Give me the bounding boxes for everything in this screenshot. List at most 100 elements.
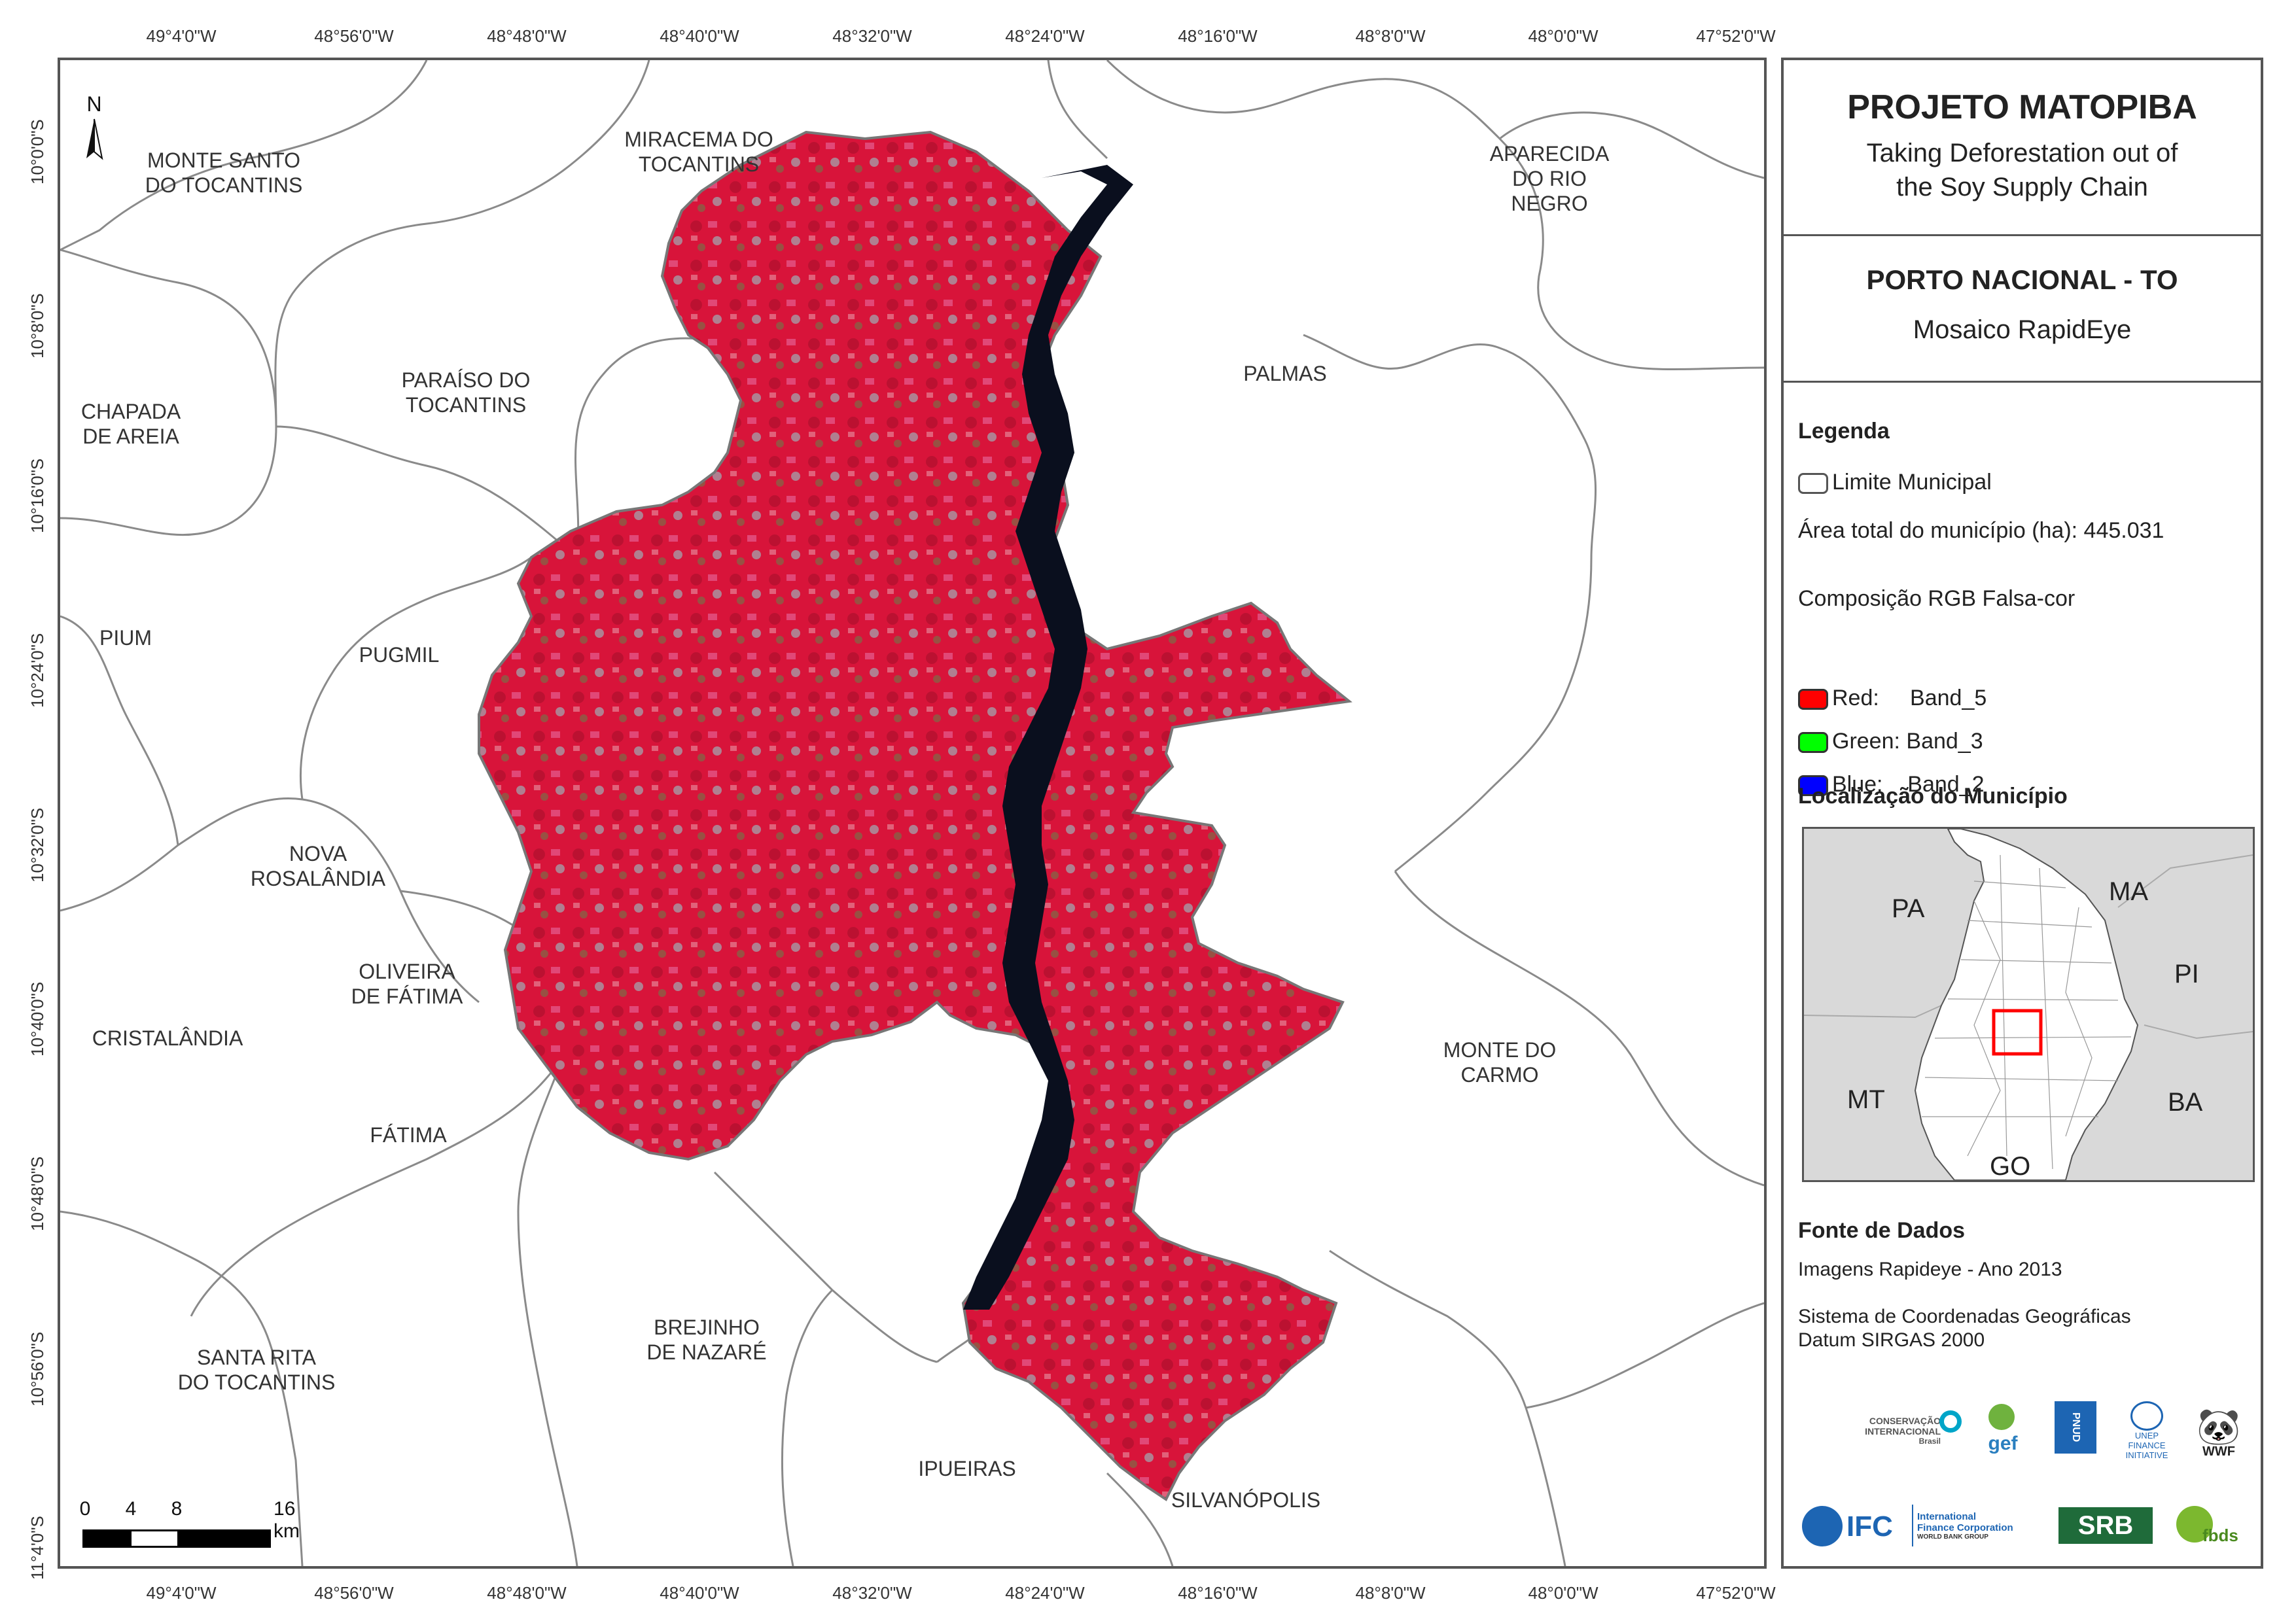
scale-label-4: 4 (125, 1498, 137, 1520)
pnud-logo-text: PNUD (2070, 1412, 2081, 1442)
legend-heading: Legenda (1798, 419, 1890, 444)
loc-label-ba: BA (2168, 1088, 2203, 1117)
legend-boundary-label: Limite Municipal (1832, 470, 1992, 495)
coord-label-bottom: 48°8'0"W (1355, 1583, 1426, 1603)
boundary-swatch (1798, 473, 1828, 495)
ifc-full-logo: International Finance Corporation WORLD … (1912, 1505, 2048, 1546)
fbds-icon (2176, 1506, 2213, 1543)
sources-heading: Fonte de Dados (1798, 1218, 1966, 1243)
fbds-logo: fbds (2202, 1526, 2238, 1546)
band-legend-row: Green: Band_3 (1798, 729, 1983, 754)
unep-logo: UNEP FINANCE INITIATIVE (2117, 1401, 2176, 1460)
municipality-label: MONTE DO CARMO (1443, 1038, 1557, 1087)
scale-bar-frame (82, 1529, 271, 1548)
coord-label-left: 10°24'0"S (27, 633, 47, 708)
coord-label-left: 10°56'0"S (27, 1331, 47, 1406)
source-datum: Datum SIRGAS 2000 (1798, 1329, 1985, 1351)
scale-label-8: 8 (171, 1498, 183, 1520)
municipality-label: OLIVEIRA DE FÁTIMA (351, 960, 463, 1008)
coord-label-left: 10°40'0"S (27, 981, 47, 1056)
band-label: Green: Band_3 (1832, 729, 1983, 754)
band-legend-row: Blue: Band_2 (1798, 772, 1985, 797)
coord-label-bottom: 48°48'0"W (487, 1583, 567, 1603)
coord-label-top: 48°32'0"W (832, 26, 912, 46)
source-coordinate-system: Sistema de Coordenadas Geográficas (1798, 1306, 2131, 1327)
location-heading: Localização do Município (1798, 784, 2068, 809)
municipality-label: PARAÍSO DO TOCANTINS (401, 368, 531, 417)
municipality-label: MIRACEMA DO TOCANTINS (624, 128, 773, 176)
band-swatch (1798, 689, 1828, 710)
municipal-boundaries (60, 60, 1764, 1566)
wwf-logo-text: WWF (2202, 1444, 2235, 1459)
loc-label-ma: MA (2109, 877, 2148, 906)
project-subtitle-2: the Soy Supply Chain (1896, 173, 2148, 201)
municipality-label: CRISTALÂNDIA (92, 1026, 243, 1050)
location-map: PA MA PI MT BA GO (1802, 827, 2255, 1182)
location-map-svg (1804, 829, 2253, 1180)
municipality-label: PIUM (99, 626, 152, 650)
coord-label-bottom: 48°40'0"W (660, 1583, 739, 1603)
wwf-logo: 🐼 WWF (2189, 1401, 2248, 1467)
municipality-label: SILVANÓPOLIS (1171, 1488, 1321, 1512)
municipality-label: SANTA RITA DO TOCANTINS (177, 1346, 336, 1394)
coord-label-top: 48°16'0"W (1178, 26, 1258, 46)
coord-label-bottom: 48°32'0"W (832, 1583, 912, 1603)
coord-label-top: 48°8'0"W (1355, 26, 1426, 46)
gef-globe-icon (1988, 1404, 2015, 1430)
ci-logo-text: CONSERVAÇÃO INTERNACIONAL (1865, 1416, 1941, 1437)
area-label: Área total do município (ha): 445.031 (1798, 518, 2164, 543)
municipality-label: BREJINHO DE NAZARÉ (646, 1316, 767, 1364)
project-title: PROJETO MATOPIBA (1847, 88, 2197, 126)
mosaic-title: Mosaico RapidEye (1913, 315, 2132, 344)
scale-label-16: 16 km (274, 1498, 300, 1542)
band-label: Red: Band_5 (1832, 686, 1987, 710)
ifc-full-text: International Finance Corporation (1917, 1510, 2013, 1533)
municipality-label: CHAPADA DE AREIA (80, 400, 181, 448)
coord-label-top: 48°56'0"W (314, 26, 394, 46)
band-swatch (1798, 775, 1828, 797)
loc-label-pi: PI (2174, 960, 2199, 988)
gef-logo: gef (1973, 1401, 2032, 1460)
ifc-sub-text: WORLD BANK GROUP (1917, 1533, 1988, 1541)
ci-logo-icon (1939, 1410, 1962, 1433)
coord-label-top: 48°40'0"W (660, 26, 739, 46)
source-imagery: Imagens Rapideye - Ano 2013 (1798, 1259, 2062, 1280)
coord-label-left: 10°0'0"S (27, 119, 47, 184)
coord-label-left: 11°4'0"S (27, 1516, 47, 1580)
coord-label-top: 48°0'0"W (1528, 26, 1598, 46)
location-highlight (1992, 1009, 2043, 1056)
municipality-label: NOVA ROSALÂNDIA (250, 842, 386, 890)
municipality-label: PALMAS (1243, 362, 1327, 385)
ci-logo-sub: Brasil (1918, 1437, 1941, 1446)
map-canvas[interactable]: N (60, 60, 1764, 1566)
rgb-heading: Composição RGB Falsa-cor (1798, 586, 2075, 611)
tocantins-river (963, 165, 1133, 1310)
north-arrow-icon (86, 118, 103, 160)
municipality-label: IPUEIRAS (918, 1457, 1016, 1480)
coord-label-top: 47°52'0"W (1696, 26, 1776, 46)
loc-label-pa: PA (1892, 894, 1925, 923)
ci-logo: CONSERVAÇÃO INTERNACIONAL Brasil (1797, 1408, 1941, 1454)
project-subtitle-1: Taking Deforestation out of (1866, 139, 2178, 167)
coord-label-top: 48°48'0"W (487, 26, 567, 46)
municipality-label: FÁTIMA (370, 1123, 447, 1147)
unep-logo-text: UNEP FINANCE INITIATIVE (2125, 1431, 2168, 1460)
coord-label-bottom: 49°4'0"W (146, 1583, 217, 1603)
coord-label-bottom: 48°24'0"W (1005, 1583, 1085, 1603)
municipality-satellite-area (478, 130, 1352, 1501)
srb-logo-text: SRB (2077, 1510, 2134, 1540)
coord-label-left: 10°32'0"S (27, 807, 47, 882)
ifc-logo-text: IFC (1846, 1510, 1893, 1543)
scale-label-0: 0 (79, 1498, 91, 1520)
map-frame[interactable]: N MONTE SANTO DO TOCANTINS MIRACEMA DO TO… (58, 58, 1767, 1569)
coord-label-bottom: 47°52'0"W (1696, 1583, 1776, 1603)
north-label: N (86, 92, 101, 116)
coord-label-left: 10°8'0"S (27, 293, 47, 358)
srb-logo: SRB (2058, 1507, 2153, 1544)
panda-icon: 🐼 (2197, 1406, 2241, 1446)
coord-label-top: 49°4'0"W (146, 26, 217, 46)
ifc-logo: IFC (1846, 1509, 1893, 1545)
band-legend-row: Red: Band_5 (1798, 686, 1987, 711)
loc-label-mt: MT (1847, 1085, 1885, 1114)
loc-label-go: GO (1990, 1152, 2031, 1181)
